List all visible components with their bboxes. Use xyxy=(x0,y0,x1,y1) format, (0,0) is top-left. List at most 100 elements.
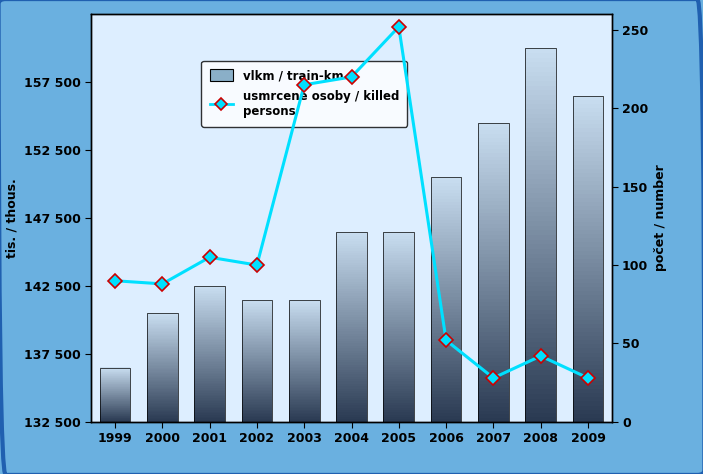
Bar xyxy=(242,362,272,364)
Bar xyxy=(383,322,414,324)
Bar xyxy=(525,100,556,104)
Bar xyxy=(431,348,461,352)
Bar xyxy=(431,416,461,419)
Bar xyxy=(289,373,320,374)
Bar xyxy=(573,120,603,124)
Bar xyxy=(100,368,131,369)
Bar xyxy=(478,224,509,228)
Bar xyxy=(431,293,461,297)
Bar xyxy=(383,365,414,367)
Bar xyxy=(525,211,556,216)
Bar xyxy=(383,382,414,384)
Bar xyxy=(383,312,414,315)
Bar xyxy=(289,420,320,422)
Bar xyxy=(100,391,131,392)
Bar xyxy=(100,400,131,401)
Bar xyxy=(289,370,320,372)
Bar xyxy=(336,260,367,263)
Bar xyxy=(383,253,414,255)
Bar xyxy=(336,324,367,327)
Bar xyxy=(242,414,272,416)
Bar xyxy=(289,379,320,381)
Bar xyxy=(336,319,367,322)
Bar xyxy=(525,258,556,263)
Bar xyxy=(525,132,556,137)
Bar xyxy=(573,401,603,406)
Bar xyxy=(289,318,320,319)
Bar xyxy=(147,323,178,324)
Bar xyxy=(573,332,603,336)
Bar xyxy=(289,399,320,401)
Bar xyxy=(289,304,320,306)
Bar xyxy=(242,304,272,306)
Bar xyxy=(525,328,556,333)
Bar xyxy=(336,239,367,241)
Bar xyxy=(100,420,131,421)
Bar xyxy=(242,302,272,304)
Bar xyxy=(383,241,414,244)
Bar xyxy=(194,328,225,330)
Bar xyxy=(573,181,603,185)
Bar xyxy=(383,277,414,279)
Bar xyxy=(194,367,225,369)
Bar xyxy=(242,397,272,399)
Bar xyxy=(383,350,414,353)
Bar xyxy=(573,320,603,324)
Bar xyxy=(573,112,603,116)
Bar xyxy=(100,395,131,396)
Bar xyxy=(525,155,556,160)
Bar xyxy=(289,356,320,358)
Bar xyxy=(194,410,225,412)
Bar xyxy=(194,403,225,405)
Bar xyxy=(147,324,178,325)
Bar xyxy=(478,212,509,216)
Bar xyxy=(431,278,461,281)
Bar xyxy=(383,305,414,308)
Bar xyxy=(194,352,225,354)
Bar xyxy=(242,403,272,405)
Bar xyxy=(242,374,272,376)
Bar xyxy=(525,221,556,226)
Bar xyxy=(525,230,556,235)
Bar xyxy=(147,408,178,410)
Bar xyxy=(194,379,225,381)
Bar xyxy=(525,57,556,62)
Bar xyxy=(383,301,414,303)
Bar xyxy=(525,48,556,53)
Bar xyxy=(242,307,272,309)
Bar xyxy=(194,349,225,351)
Bar xyxy=(383,296,414,298)
Bar xyxy=(147,415,178,417)
Bar xyxy=(147,366,178,367)
Bar xyxy=(242,410,272,411)
Bar xyxy=(383,319,414,322)
Bar xyxy=(147,364,178,365)
Bar xyxy=(336,341,367,343)
Bar xyxy=(573,356,603,361)
Bar xyxy=(147,327,178,328)
Bar xyxy=(431,357,461,361)
Bar xyxy=(573,145,603,149)
Bar xyxy=(289,365,320,367)
Bar xyxy=(242,347,272,348)
Bar xyxy=(336,379,367,382)
Bar xyxy=(147,416,178,418)
Bar xyxy=(289,353,320,355)
Bar xyxy=(336,258,367,260)
Bar xyxy=(242,356,272,358)
Bar xyxy=(336,382,367,384)
Bar xyxy=(525,366,556,371)
Bar xyxy=(147,373,178,374)
Bar xyxy=(147,334,178,335)
Bar xyxy=(431,241,461,245)
Bar xyxy=(147,320,178,321)
Bar xyxy=(383,357,414,360)
Bar xyxy=(525,296,556,301)
Bar xyxy=(336,362,367,365)
Bar xyxy=(100,389,131,390)
Bar xyxy=(573,292,603,295)
Bar xyxy=(431,190,461,192)
Bar xyxy=(289,405,320,407)
Bar xyxy=(431,327,461,330)
Bar xyxy=(573,193,603,198)
